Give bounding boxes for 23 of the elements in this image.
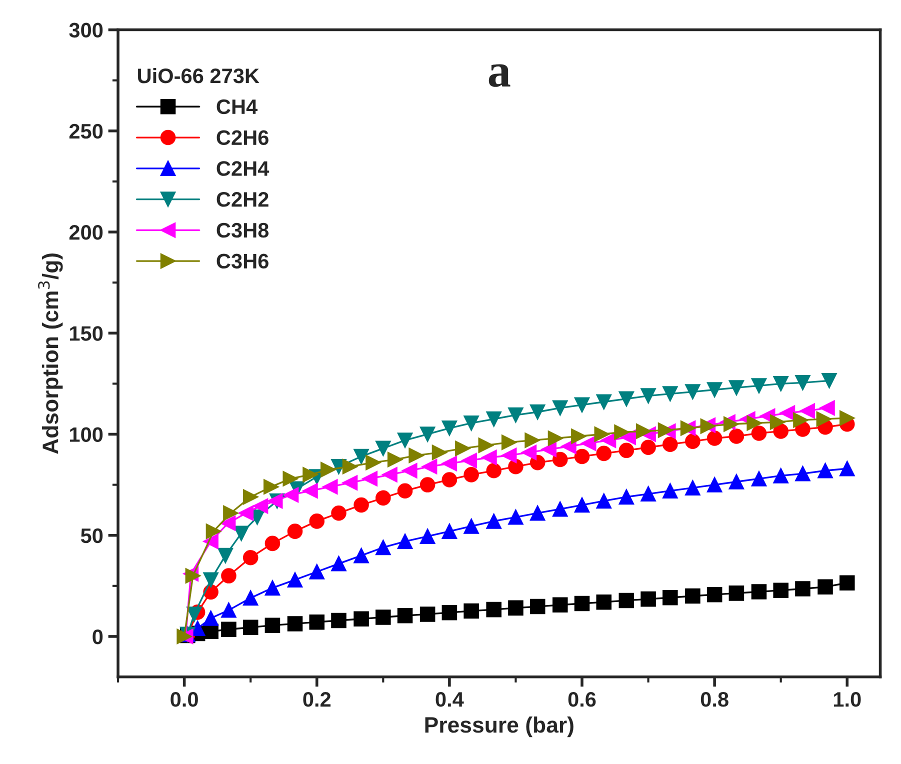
legend-label: C2H2 [216, 192, 268, 207]
y-tick-label: 50 [80, 528, 103, 544]
y-tick-label: 150 [70, 326, 103, 341]
legend-label: C3H8 [216, 222, 269, 238]
x-axis-title: Pressure (bar) [425, 716, 574, 738]
legend-label: C2H4 [216, 161, 270, 176]
legend-label: C2H6 [216, 130, 268, 146]
y-tick-label: 100 [70, 427, 103, 442]
legend-label: CH4 [216, 99, 258, 114]
y-tick-label: 250 [69, 124, 103, 139]
x-tick-label: 0.6 [568, 692, 596, 707]
y-tick-label: 300 [69, 22, 103, 38]
annotation: a [488, 64, 510, 87]
y-tick-label: 0 [92, 629, 103, 644]
y-tick-label: 200 [69, 225, 103, 240]
x-tick-label: 0.8 [700, 692, 728, 707]
y-axis-title: Adsorption (cm$^{3}$/g) [38, 254, 63, 454]
legend-label: C3H6 [216, 254, 268, 269]
legend-title: UiO-66 273K [138, 68, 260, 84]
x-tick-label: 0.4 [436, 692, 464, 707]
x-tick-label: 1.0 [834, 692, 861, 707]
x-tick-label: 0.2 [303, 692, 331, 707]
x-tick-label: 0.0 [170, 692, 198, 707]
